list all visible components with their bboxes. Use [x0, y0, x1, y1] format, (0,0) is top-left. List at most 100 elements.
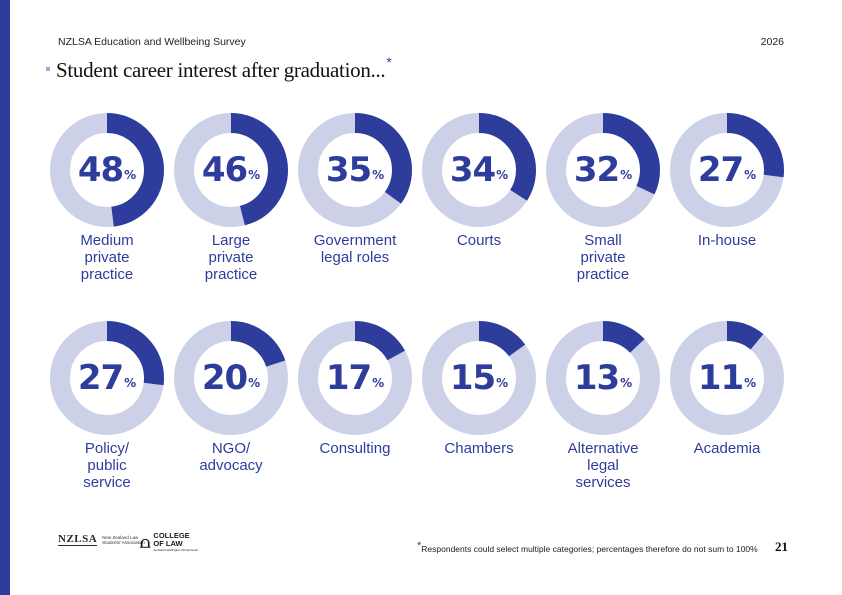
donut-ring: 13% [545, 320, 661, 436]
donut-category-label: Small private practice [576, 232, 630, 283]
left-accent-bar [0, 0, 10, 595]
donut-category-label: Government legal roles [313, 232, 397, 266]
donut-category-label: Courts [456, 232, 502, 249]
donut-category-label: Policy/ public service [83, 440, 131, 491]
survey-year: 2026 [760, 36, 784, 48]
donut-percentage-value: 11 [697, 358, 744, 398]
donut-value-arc [670, 113, 784, 227]
donut-category-label: Consulting [319, 440, 391, 457]
donut-value-arc [546, 321, 660, 435]
donut-value-arc [422, 113, 536, 227]
donut-percentage: 27% [49, 320, 165, 436]
donut-percentage: 46% [173, 112, 289, 228]
donut-percentage: 20% [173, 320, 289, 436]
donut-percentage: 11% [669, 320, 785, 436]
donut-category-label: Alternative legal services [567, 440, 639, 491]
title-footnote-marker: * [386, 54, 392, 70]
donut-value-arc [298, 321, 412, 435]
donut-item: 46% Large private practice [169, 112, 293, 283]
donut-ring: 17% [297, 320, 413, 436]
donut-item: 48% Medium private practice [45, 112, 169, 283]
donut-percentage: 35% [297, 112, 413, 228]
donut-percentage-unit: % [248, 376, 261, 390]
donut-item: 27% In-house [665, 112, 789, 249]
donut-svg [670, 321, 784, 435]
footnote: *Respondents could select multiple categ… [417, 540, 758, 555]
donut-item: 17% Consulting [293, 320, 417, 457]
donut-svg [546, 113, 660, 227]
donut-percentage-unit: % [372, 168, 385, 182]
donut-svg [298, 113, 412, 227]
donut-value-arc [50, 113, 164, 227]
college-of-law-logo: ⩍ COLLEGE OF LAW Auckland Wellington Chr… [140, 532, 198, 555]
college-of-law-logo-text: COLLEGE OF LAW [153, 531, 190, 548]
donut-percentage: 27% [669, 112, 785, 228]
donut-category-label: Medium private practice [80, 232, 134, 283]
donut-item: 13% Alternative legal services [541, 320, 665, 491]
donut-category-label: In-house [697, 232, 757, 249]
donut-percentage: 15% [421, 320, 537, 436]
donut-category-label: Chambers [444, 440, 514, 457]
donut-ring: 27% [49, 320, 165, 436]
donut-svg [50, 113, 164, 227]
donut-svg [670, 113, 784, 227]
donut-percentage-unit: % [496, 168, 509, 182]
donut-value-arc [422, 321, 536, 435]
donut-percentage-value: 13 [573, 358, 620, 398]
survey-name: NZLSA Education and Wellbeing Survey [58, 36, 246, 48]
donut-svg [422, 113, 536, 227]
footnote-marker: * [417, 540, 422, 552]
donut-svg [174, 321, 288, 435]
donut-value-arc [546, 113, 660, 227]
donut-percentage-value: 48 [77, 150, 124, 190]
donut-percentage: 34% [421, 112, 537, 228]
footnote-text: Respondents could select multiple catego… [421, 544, 758, 554]
donut-percentage-value: 32 [573, 150, 620, 190]
donut-value-arc [174, 113, 288, 227]
page-title: Student career interest after graduation… [56, 58, 386, 82]
donut-item: 20% NGO/ advocacy [169, 320, 293, 474]
donut-ring: 48% [49, 112, 165, 228]
donut-percentage: 32% [545, 112, 661, 228]
donut-value-arc [174, 321, 288, 435]
donut-percentage-value: 35 [325, 150, 372, 190]
donut-ring: 27% [669, 112, 785, 228]
donut-svg [422, 321, 536, 435]
donut-svg [546, 321, 660, 435]
donut-percentage-unit: % [744, 168, 757, 182]
donut-item: 34% Courts [417, 112, 541, 249]
donut-svg [174, 113, 288, 227]
donut-category-label: Large private practice [204, 232, 258, 283]
title-square-icon [46, 67, 50, 71]
donut-ring: 20% [173, 320, 289, 436]
donut-value-arc [298, 113, 412, 227]
donut-percentage: 48% [49, 112, 165, 228]
donut-percentage-value: 15 [449, 358, 496, 398]
nzlsa-logo: NZLSA New Zealand Law Students' Associat… [58, 533, 148, 546]
page-number: 21 [775, 539, 788, 554]
donut-percentage-unit: % [620, 168, 633, 182]
donut-percentage-unit: % [124, 168, 137, 182]
donut-value-arc [50, 321, 164, 435]
donut-percentage-value: 20 [201, 358, 248, 398]
college-of-law-logo-subtext: Auckland Wellington Christchurch [153, 548, 199, 552]
donut-percentage-value: 46 [201, 150, 248, 190]
donut-item: 11% Academia [665, 320, 789, 457]
donut-ring: 15% [421, 320, 537, 436]
donut-percentage-unit: % [744, 376, 757, 390]
donut-percentage-unit: % [496, 376, 509, 390]
donut-item: 15% Chambers [417, 320, 541, 457]
page-title-block: Student career interest after graduation… [46, 54, 392, 83]
nzlsa-logo-mark: NZLSA [58, 533, 98, 546]
donut-ring: 32% [545, 112, 661, 228]
donut-category-label: Academia [693, 440, 761, 457]
donut-ring: 46% [173, 112, 289, 228]
college-of-law-emblem-icon: ⩍ [140, 533, 151, 553]
donut-value-arc [670, 321, 784, 435]
donut-percentage-value: 27 [77, 358, 124, 398]
donut-percentage: 17% [297, 320, 413, 436]
donut-item: 35% Government legal roles [293, 112, 417, 266]
donut-percentage-unit: % [372, 376, 385, 390]
nzlsa-logo-text: New Zealand Law Students' Association [102, 534, 145, 545]
